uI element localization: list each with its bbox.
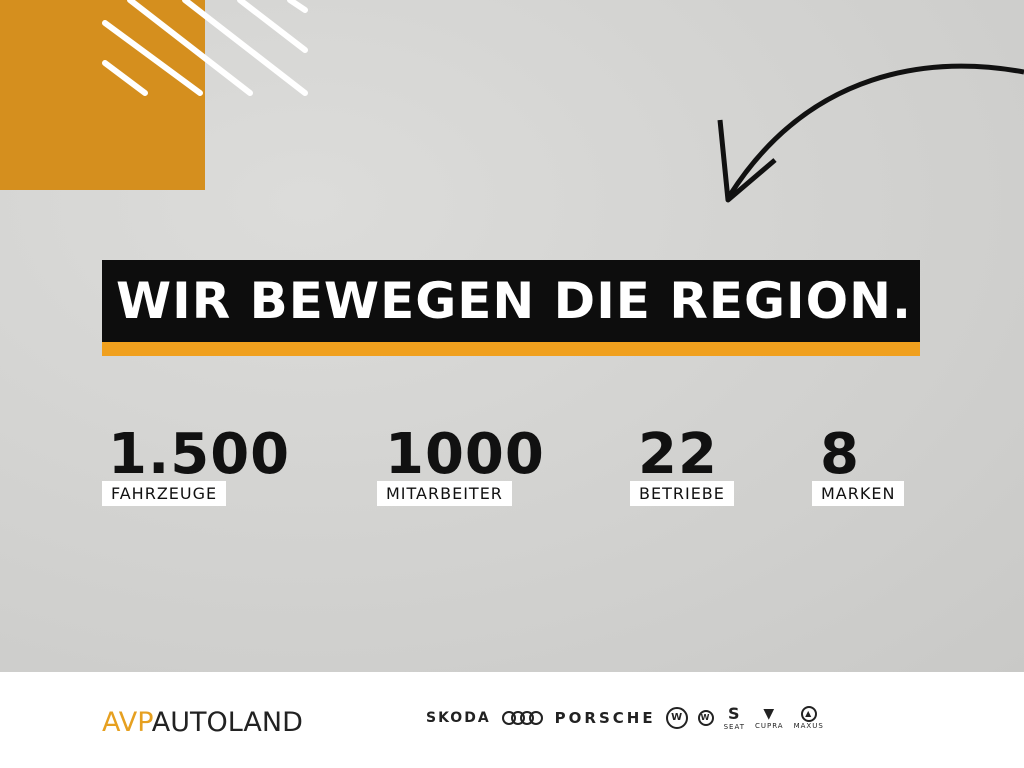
- cupra-logo: ▼ CUPRA: [754, 705, 784, 730]
- curved-arrow-icon: [717, 63, 1024, 203]
- stat-employees: 1000 MITARBEITER: [377, 422, 545, 506]
- diagonal-stripes-decoration: [102, 0, 308, 96]
- stat-value: 1.500: [108, 422, 291, 487]
- vw-logo-icon: W: [665, 706, 688, 729]
- stat-label: BETRIEBE: [630, 481, 734, 506]
- stat-value: 1000: [385, 422, 545, 487]
- stat-value: 22: [638, 422, 718, 487]
- audi-rings-icon: [501, 710, 543, 725]
- headline-underline: [102, 342, 920, 356]
- stat-vehicles: 1.500 FAHRZEUGE: [102, 422, 291, 506]
- stat-brands: 8 MARKEN: [812, 422, 905, 506]
- stat-locations: 22 BETRIEBE: [630, 422, 734, 506]
- maxus-logo: ▲ MAXUS: [794, 705, 824, 730]
- stat-label: MITARBEITER: [377, 481, 512, 506]
- stat-label: FAHRZEUGE: [102, 481, 227, 506]
- stat-value: 8: [820, 422, 860, 487]
- porsche-logo: PORSCHE: [554, 708, 656, 727]
- vw-commercial-logo-icon: W: [697, 709, 714, 726]
- headline: WIR BEWEGEN DIE REGION.: [102, 260, 920, 342]
- skoda-logo: SKODA: [426, 709, 491, 726]
- seat-logo: S SEAT: [723, 704, 745, 731]
- stat-label: MARKEN: [812, 481, 905, 506]
- avp-autoland-logo: AVPAUTOLAND: [102, 707, 303, 738]
- brand-logos: SKODA PORSCHE W W S SEAT ▼ CUPRA ▲ MAXUS: [426, 704, 824, 731]
